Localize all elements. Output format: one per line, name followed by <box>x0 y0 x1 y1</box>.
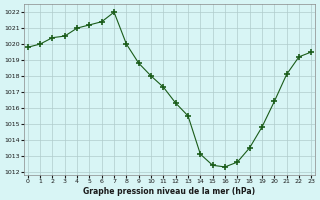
X-axis label: Graphe pression niveau de la mer (hPa): Graphe pression niveau de la mer (hPa) <box>84 187 256 196</box>
